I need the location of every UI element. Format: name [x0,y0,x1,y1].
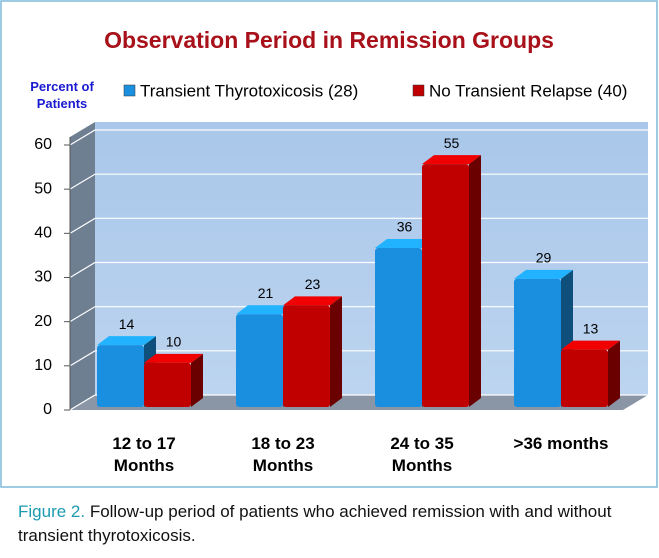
bar-front [561,349,608,407]
bar [283,296,342,407]
chart: Observation Period in Remission Groups P… [0,0,658,488]
legend-swatch [123,84,136,97]
bar-front [514,278,561,407]
y-tick-label: 40 [34,225,52,242]
bar-top [561,340,620,350]
bar-side [469,155,481,407]
y-tick-label: 20 [34,313,52,330]
bar-side [330,296,342,407]
y-tick-label: 0 [43,401,52,418]
bar-top [144,353,203,363]
back-wall [95,122,648,395]
bar-side [608,340,620,407]
caption: Figure 2. Follow-up period of patients w… [18,500,648,548]
x-tick-label: 18 to 23 Months [251,434,315,475]
bar-top [283,296,342,306]
value-label: 21 [258,285,274,301]
bar-front [236,314,283,407]
bar-top [514,269,573,279]
bar-front [422,164,469,407]
value-label: 36 [397,219,413,235]
bar [422,155,481,407]
bar-front [144,362,191,407]
caption-label: Figure 2. [18,502,86,521]
y-tick-label: 60 [34,136,52,153]
y-tick-label: 30 [34,269,52,286]
value-label: 14 [119,316,135,332]
bar-top [375,239,434,248]
bar-top [97,336,156,346]
legend-swatch [412,84,425,97]
value-label: 13 [583,320,599,336]
y-tick-label: 10 [34,357,52,374]
bar [561,340,620,407]
value-label: 23 [305,276,321,292]
x-tick-label: >36 months [513,434,609,453]
y-label-line: Percent of [30,79,94,94]
legend-label: Transient Thyrotoxicosis (28) [140,81,358,100]
grid-line [69,129,648,146]
floor [70,395,648,410]
chart-title: Observation Period in Remission Groups [104,27,554,53]
bar-front [97,345,144,407]
bar-top [422,155,481,165]
y-axis-label: Percent of Patients [30,79,94,111]
caption-text: Follow-up period of patients who achieve… [18,502,612,545]
x-tick-label: 12 to 17 Months [112,434,176,475]
legend-label: No Transient Relapse (40) [429,81,627,100]
x-tick-label: 24 to 35 Months [390,434,454,475]
value-label: 55 [444,135,460,151]
value-label: 29 [536,250,552,266]
y-label-line: Patients [37,96,88,111]
side-wall [70,122,95,410]
bar-front [283,305,330,407]
bar-side [191,353,203,407]
bar-front [375,248,422,407]
value-label: 10 [166,334,182,350]
y-tick-label: 50 [34,180,52,197]
bar [144,353,203,407]
bar-top [236,305,295,315]
